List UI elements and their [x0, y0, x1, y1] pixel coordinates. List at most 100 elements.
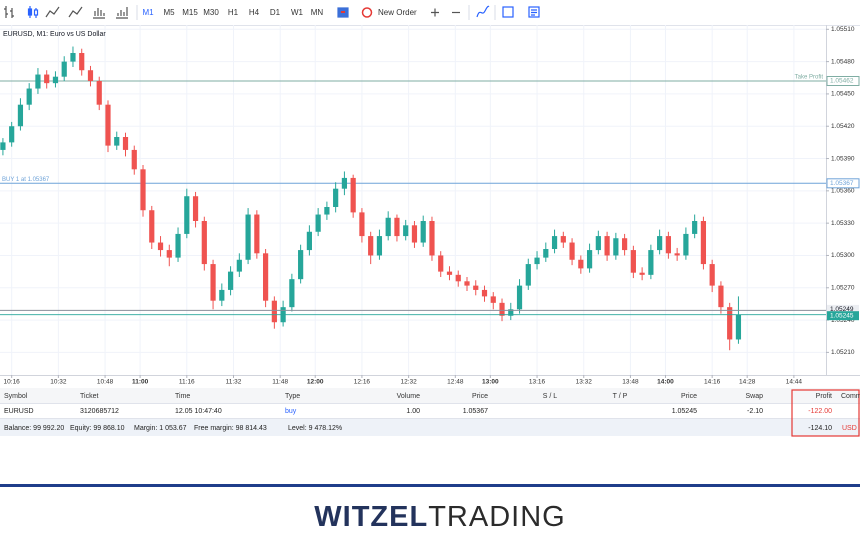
candle-body	[586, 250, 593, 269]
candle-body	[543, 249, 549, 258]
x-tick-label: 12:32	[400, 379, 417, 386]
candle-body	[727, 307, 733, 340]
equity: Equity: 99 868.10	[70, 425, 125, 432]
price-tag	[826, 76, 860, 86]
x-tick-label: 13:32	[576, 379, 593, 386]
positions-table: EURUSD 3120685712 12.05 10:47:40 buy 1.0…	[0, 388, 860, 437]
candle-body	[613, 238, 619, 256]
margin: Margin: 1 053.67	[134, 425, 187, 432]
candle-body	[166, 250, 172, 258]
total-profit: -124.10	[808, 425, 832, 432]
candle-body	[236, 259, 242, 272]
timeframe-button[interactable]: W1	[291, 8, 304, 17]
table-header: Volume	[397, 393, 420, 400]
table-header: Ticket	[80, 393, 98, 400]
candle-body	[403, 225, 409, 237]
cell-profit: -122.00	[808, 408, 832, 415]
timeframe-button[interactable]: M1	[142, 8, 154, 17]
y-tick-label: 1.05270	[831, 284, 855, 291]
candle-body	[446, 271, 453, 275]
table-header: Time	[175, 393, 190, 400]
x-tick-label: 11:48	[272, 379, 288, 386]
y-tick-label: 1.05420	[831, 123, 855, 130]
timeframe-button[interactable]: M5	[163, 8, 175, 17]
candle-body	[525, 264, 531, 286]
cell-time: 12.05 10:47:40	[175, 408, 222, 415]
x-tick-label: 10:32	[50, 379, 67, 386]
candle-body	[140, 169, 146, 211]
candle-body	[455, 274, 461, 282]
chart-title: EURUSD, M1: Euro vs US Dollar	[3, 31, 106, 38]
logo-light: TRADING	[428, 501, 566, 533]
free-margin: Free margin: 98 814.43	[194, 425, 267, 432]
bars-icon[interactable]	[4, 6, 14, 18]
candle-body	[96, 81, 102, 105]
candle-body	[735, 314, 742, 340]
tick-icon[interactable]	[116, 7, 128, 19]
notes-icon[interactable]	[528, 6, 540, 18]
new-order-label[interactable]: New Order	[378, 8, 417, 17]
candles-icon-body	[27, 8, 33, 16]
candle-body	[376, 236, 383, 256]
candle-body	[683, 233, 689, 256]
area-icon[interactable]	[68, 6, 83, 18]
price-tag-label: 1.05249	[830, 306, 854, 313]
timeframe-button[interactable]: H1	[228, 8, 239, 17]
cell-price: 1.05245	[672, 408, 697, 415]
candle-body	[490, 296, 496, 303]
timeframe-button[interactable]: M15	[182, 8, 198, 17]
cell-symbol: EURUSD	[4, 408, 34, 415]
candle-body	[184, 196, 190, 234]
timeframe-button[interactable]: MN	[311, 8, 324, 17]
timeframe-button[interactable]: H4	[249, 8, 260, 17]
candle-body	[481, 289, 488, 297]
candle-body	[560, 236, 566, 243]
candle-body	[368, 236, 374, 256]
timeframe-button[interactable]: D1	[270, 8, 281, 17]
candle-body	[52, 76, 59, 84]
table-header: S / L	[543, 393, 558, 400]
candle-body	[271, 300, 277, 323]
zoom-in[interactable]	[431, 8, 439, 17]
price-tag-label: 1.05462	[830, 78, 854, 85]
grid	[0, 25, 826, 375]
candle-body	[35, 74, 41, 89]
volumes-icon[interactable]	[93, 8, 105, 19]
x-tick-label: 10:16	[4, 379, 21, 386]
x-tick-label: 12:00	[307, 379, 324, 386]
notes-icon-lines	[531, 9, 537, 16]
new-order-icon[interactable]	[361, 7, 373, 18]
candle-body	[192, 196, 199, 221]
timeframe-button[interactable]: M30	[203, 8, 219, 17]
candle-body	[700, 221, 707, 265]
candle-body	[157, 242, 164, 251]
y-tick-label: 1.05210	[831, 349, 855, 356]
highlight-box	[791, 389, 860, 437]
cell-ticket: 3120685712	[80, 408, 119, 415]
calendar-icon[interactable]	[502, 6, 514, 18]
toolbar: New Order	[0, 5, 860, 26]
candle-body	[114, 137, 120, 146]
table-header: Price	[681, 393, 697, 400]
line-icon[interactable]	[45, 6, 60, 18]
x-tick-label: 13:16	[529, 379, 546, 386]
table-header-bg	[0, 388, 860, 403]
candle-body	[26, 88, 32, 105]
candle-body	[149, 210, 155, 243]
x-tick-label: 11:32	[226, 379, 242, 386]
candle-body	[315, 214, 321, 232]
indicators-icon[interactable]	[476, 5, 490, 18]
candle-body	[44, 74, 50, 84]
cell-volume: 1.00	[406, 408, 420, 415]
price-tag-label: 1.05367	[830, 180, 854, 187]
candle-body	[551, 236, 558, 249]
candle-body	[657, 236, 663, 251]
candle-body	[341, 177, 348, 189]
table-header: Profit	[816, 393, 832, 400]
x-tick-label: 14:28	[739, 379, 756, 386]
order-level-label: BUY 1 at 1.05367	[2, 177, 50, 183]
candle-body	[131, 149, 137, 170]
candle-body	[429, 221, 435, 256]
